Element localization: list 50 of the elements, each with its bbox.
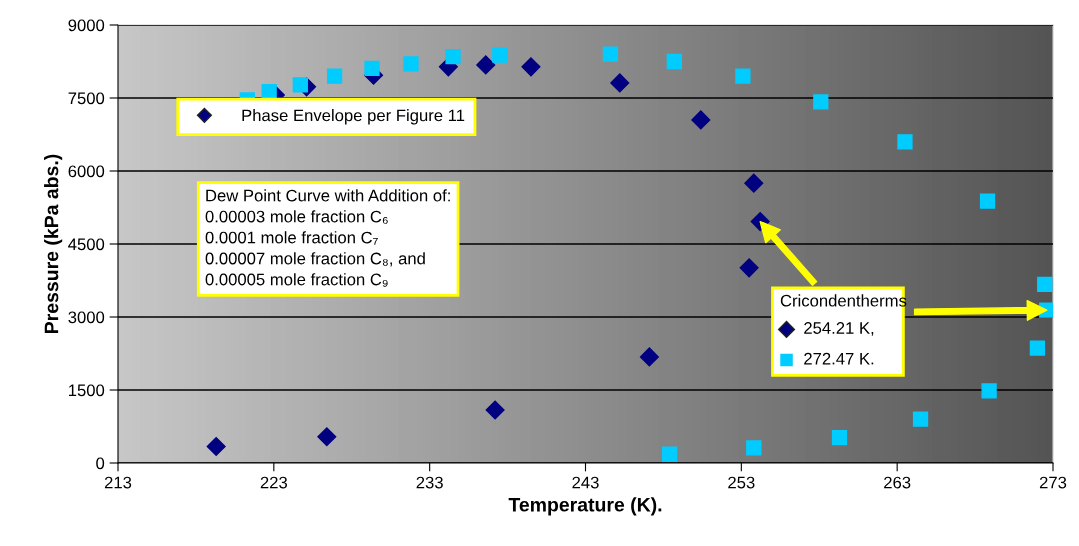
point: [445, 48, 461, 65]
y-tick-label: 7500: [68, 92, 105, 105]
y-tick-label: 4500: [68, 238, 105, 251]
x-tick-label: 273: [1039, 476, 1067, 489]
point: [206, 436, 226, 456]
point: [746, 440, 762, 456]
legend-label: Phase Envelope per Figure 11: [242, 109, 465, 125]
point: [666, 53, 682, 70]
point: [403, 56, 419, 72]
point: [602, 46, 619, 62]
x-tick-label: 253: [728, 476, 755, 489]
y-tick-label: 0: [96, 457, 105, 470]
point: [897, 134, 913, 150]
point: [739, 258, 759, 278]
y-tick-label: 9000: [68, 19, 105, 32]
point: [476, 55, 496, 75]
point: [744, 173, 764, 193]
point: [979, 193, 996, 209]
annotation: 254.21 K,: [804, 322, 874, 336]
point: [492, 47, 508, 63]
y-tick-label: 1500: [69, 384, 105, 397]
point: [364, 60, 380, 76]
point: [610, 73, 630, 93]
point: [1037, 276, 1053, 293]
point: [981, 383, 997, 399]
point: [912, 411, 929, 427]
point: [831, 430, 848, 446]
x-tick-label: 243: [572, 476, 599, 489]
point: [662, 446, 678, 462]
point: [691, 110, 711, 130]
annotation: Dew Point Curve with Addition of: 0.00003 mole fraction C₆ 0.0001 mole fraction C₇ 0.00007 mole fraction C₈, and 0.00005 mole fraction C₉: [205, 189, 450, 287]
point: [261, 84, 277, 100]
point: [485, 400, 505, 420]
point: [639, 347, 659, 367]
x-tick-label: 233: [416, 476, 443, 489]
point: [317, 427, 337, 447]
y-tick-label: 6000: [68, 165, 105, 178]
x-tick-label: 223: [260, 476, 288, 489]
y-axis-title: Pressure (kPa abs.): [44, 154, 63, 333]
point: [521, 57, 541, 77]
y-tick-label: 3000: [68, 311, 105, 324]
annotation: 272.47 K.: [804, 352, 874, 365]
point: [292, 77, 308, 93]
x-tick-label: 213: [104, 476, 132, 489]
x-axis-title: Temperature (K).: [508, 497, 662, 516]
x-tick-label: 263: [884, 476, 911, 489]
point: [326, 68, 343, 84]
point: [1029, 340, 1046, 356]
point: [735, 68, 751, 84]
point: [813, 94, 829, 110]
